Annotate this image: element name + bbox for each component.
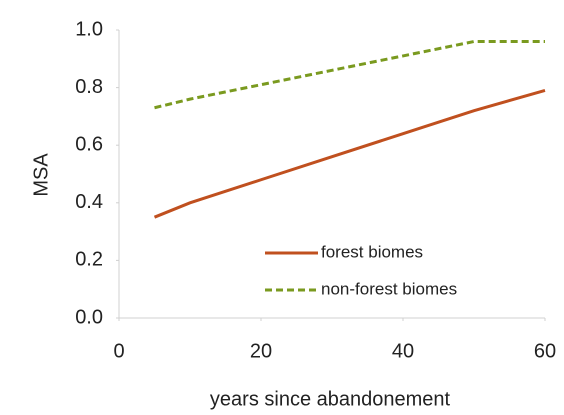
legend-label: non-forest biomes: [321, 279, 457, 298]
series-line: [154, 40, 545, 110]
series-line: [153, 89, 546, 219]
y-tick-label: 0.8: [75, 76, 103, 98]
y-tick-label: 0.4: [75, 191, 103, 213]
x-tick-label: 40: [392, 340, 414, 362]
y-tick-label: 1.0: [75, 18, 103, 40]
x-axis-label: years since abandonement: [210, 388, 451, 410]
x-tick-label: 0: [113, 340, 124, 362]
x-tick-label: 20: [250, 340, 272, 362]
x-tick-label: 60: [534, 340, 556, 362]
y-tick-label: 0.0: [75, 306, 103, 328]
y-axis-label: MSA: [30, 153, 52, 197]
y-tick-label: 0.2: [75, 249, 103, 271]
y-tick-label: 0.6: [75, 133, 103, 155]
legend-label: forest biomes: [321, 242, 423, 261]
